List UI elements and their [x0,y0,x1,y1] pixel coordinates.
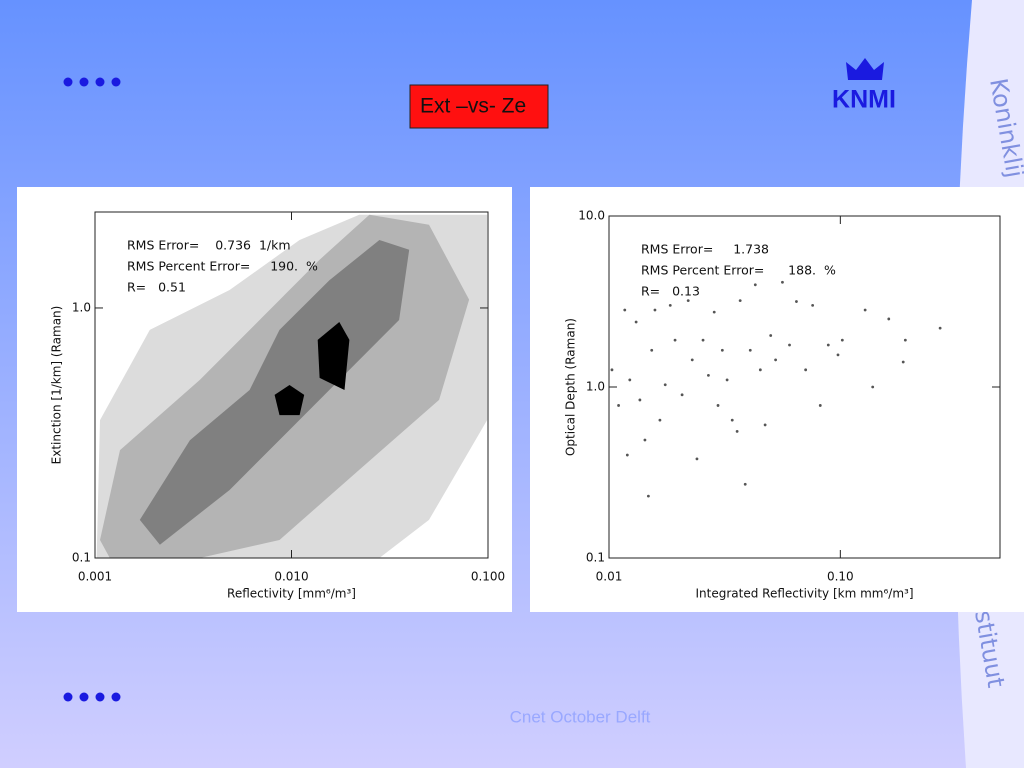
scatter-point [903,338,907,342]
contour-region [139,240,410,545]
scatter-point [769,334,773,337]
x-axis-title: Reflectivity [mm⁶/m³] [227,587,356,601]
scatter-point [743,482,747,486]
scatter-point [811,304,815,307]
title-box [409,84,549,129]
annotation: RMS Percent Error= 188. % [641,263,836,278]
scatter-point [638,398,642,402]
scatter-point [695,457,699,461]
scatter-point [646,494,650,498]
dots-bottom [63,692,121,702]
scatter-point [625,453,629,457]
scatter-point [686,299,690,303]
scatter-point [658,418,662,422]
y-axis-title: Extinction [1/km] (Raman) [50,306,64,465]
logo-text: KNMI [832,86,896,114]
slide-title: Ext –vs- Ze [420,95,526,118]
scatter-point [707,373,710,377]
contour-region [274,385,305,416]
scatter-point [628,378,632,382]
scatter-point [938,326,942,330]
scatter-point [804,368,808,372]
y-tick-label: 1.0 [586,380,605,394]
scatter-point [788,343,791,347]
chart-panel [530,187,1024,612]
x-tick-label: 0.10 [827,570,854,584]
y-axis-title: Optical Depth (Raman) [564,318,578,456]
scatter-point [663,383,667,387]
annotation: RMS Error= 1.738 [641,242,769,257]
scatter-point [623,308,627,312]
scatter-point [863,308,867,312]
scatter-point [836,353,840,357]
y-tick-label: 10.0 [578,209,605,223]
y-tick-label: 1.0 [72,300,91,314]
annotation: R= 0.13 [641,284,700,299]
scatter-point [763,423,767,427]
scatter-point [730,418,734,422]
y-tick-label: 0.1 [586,551,605,565]
y-tick-label: 0.1 [72,551,91,565]
logo-crown [846,58,884,80]
annotation: RMS Error= 0.736 1/km [127,238,291,253]
scatter-point [735,429,739,433]
scatter-point [826,343,830,347]
scatter-point [680,393,684,397]
x-tick-label: 0.01 [596,570,623,584]
scatter-point [653,308,657,312]
footer: Cnet October Delft [510,707,651,726]
scatter-point [758,368,762,372]
scatter-point [795,300,798,303]
scatter-point [650,348,654,352]
scatter-point [690,358,694,362]
scatter-point [748,348,752,352]
scatter-point [781,280,784,284]
scatter-point [774,358,777,362]
scatter-point [738,299,742,303]
scatter-point [887,317,891,321]
scatter-point [901,360,905,364]
scatter-point [720,348,724,352]
scatter-point [712,310,716,314]
scatter-point [634,320,638,324]
annotation: RMS Percent Error= 190. % [127,259,318,274]
x-axis-title: Integrated Reflectivity [km mm⁶/m³] [695,587,913,601]
scatter-point [818,404,822,407]
scatter-point [840,338,844,342]
scatter-point [871,385,875,389]
x-tick-label: 0.100 [471,570,505,584]
dots-top [63,77,121,87]
x-tick-label: 0.010 [274,570,308,584]
scatter-point [643,438,647,442]
x-tick-label: 0.001 [78,570,112,584]
contour-region [317,322,350,390]
scatter-point [753,283,757,287]
scatter-point [716,404,720,407]
annotation: R= 0.51 [127,280,186,295]
scatter-point [668,304,672,307]
scatter-point [617,404,620,407]
scatter-point [610,368,614,372]
scatter-point [725,378,729,382]
scatter-point [701,338,705,342]
scatter-point [673,338,677,342]
